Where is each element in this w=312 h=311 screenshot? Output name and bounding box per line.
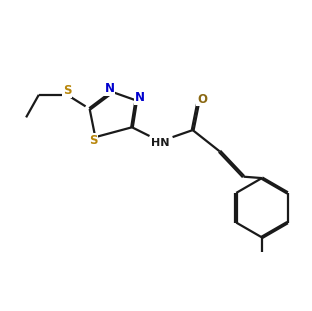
Text: N: N: [135, 91, 145, 104]
Text: N: N: [105, 82, 115, 95]
Text: S: S: [89, 134, 97, 147]
Text: O: O: [197, 93, 207, 105]
Text: HN: HN: [151, 138, 169, 148]
Text: S: S: [63, 84, 71, 97]
